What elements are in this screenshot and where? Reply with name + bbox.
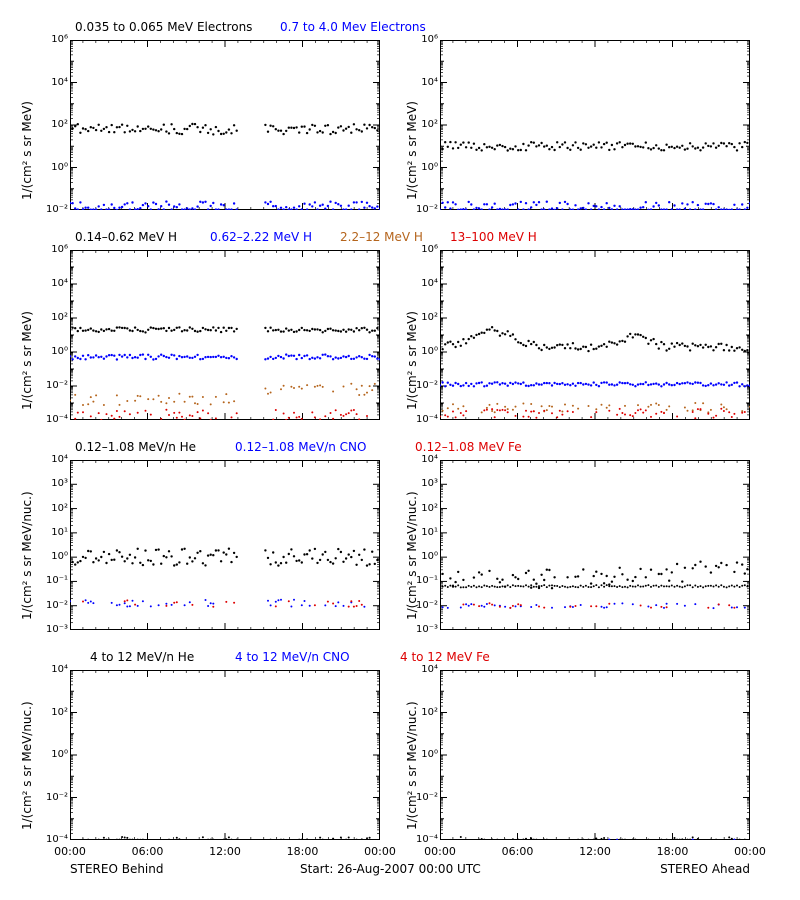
ytick-label: 10⁶ — [408, 244, 438, 255]
ytick-label: 10⁶ — [38, 34, 68, 45]
ytick-label: 10⁻³ — [38, 624, 68, 635]
series-title: 2.2–12 MeV H — [340, 230, 423, 244]
ylabel-left: 1/(cm² s sr MeV/nuc.) — [20, 701, 34, 830]
xtick-label: 06:00 — [132, 845, 164, 858]
ytick-label: 10⁻⁴ — [38, 834, 68, 845]
chart-he-cno-fe-low-right — [440, 460, 750, 630]
ytick-label: 10² — [38, 503, 68, 514]
ytick-label: 10⁰ — [38, 551, 68, 562]
ytick-label: 10⁻² — [38, 380, 68, 391]
panel-electrons-right — [440, 40, 750, 210]
ytick-label: 10⁻³ — [408, 624, 438, 635]
ytick-label: 10⁴ — [408, 77, 438, 88]
series-title: 0.14–0.62 MeV H — [75, 230, 177, 244]
xtick-label: 12:00 — [579, 845, 611, 858]
series-title: 0.035 to 0.065 MeV Electrons — [75, 20, 252, 34]
footer-right: STEREO Ahead — [660, 862, 750, 876]
series-title: 0.12–1.08 MeV/n He — [75, 440, 196, 454]
chart-electrons-left — [70, 40, 380, 210]
xtick-label: 18:00 — [287, 845, 319, 858]
footer-left: STEREO Behind — [70, 862, 164, 876]
ytick-label: 10⁴ — [38, 454, 68, 465]
chart-electrons-right — [440, 40, 750, 210]
ytick-label: 10² — [38, 119, 68, 130]
panel-electrons-left — [70, 40, 380, 210]
ylabel-right: 1/(cm² s sr MeV) — [405, 101, 419, 200]
ylabel-right: 1/(cm² s sr MeV/nuc.) — [405, 491, 419, 620]
panel-he-cno-fe-low-right — [440, 460, 750, 630]
ytick-label: 10⁴ — [38, 278, 68, 289]
ytick-label: 10² — [38, 707, 68, 718]
ytick-label: 10⁻⁴ — [38, 414, 68, 425]
series-title: 13–100 MeV H — [450, 230, 537, 244]
ytick-label: 10⁴ — [408, 664, 438, 675]
series-title: 0.12–1.08 MeV Fe — [415, 440, 522, 454]
xtick-label: 00:00 — [424, 845, 456, 858]
ytick-label: 10³ — [38, 478, 68, 489]
ylabel-right: 1/(cm² s sr MeV/nuc.) — [405, 701, 419, 830]
footer-center: Start: 26-Aug-2007 00:00 UTC — [300, 862, 481, 876]
ytick-label: 10⁰ — [38, 346, 68, 357]
row-title-electrons: 0.035 to 0.065 MeV Electrons 0.7 to 4.0 M… — [0, 20, 800, 38]
xtick-label: 00:00 — [364, 845, 396, 858]
xtick-label: 12:00 — [209, 845, 241, 858]
ytick-label: 10³ — [408, 478, 438, 489]
panel-he-cno-fe-high-right — [440, 670, 750, 840]
ytick-label: 10⁴ — [38, 664, 68, 675]
xtick-label: 00:00 — [734, 845, 766, 858]
ytick-label: 10⁻² — [38, 792, 68, 803]
ytick-label: 10⁰ — [38, 162, 68, 173]
chart-he-cno-fe-low-left — [70, 460, 380, 630]
series-title: 0.7 to 4.0 Mev Electrons — [280, 20, 426, 34]
xtick-label: 18:00 — [657, 845, 689, 858]
xtick-label: 00:00 — [54, 845, 86, 858]
panel-hydrogen-right — [440, 250, 750, 420]
panel-he-cno-fe-high-left — [70, 670, 380, 840]
chart-he-cno-fe-high-right — [440, 670, 750, 840]
ytick-label: 10⁶ — [408, 34, 438, 45]
ytick-label: 10⁻¹ — [38, 575, 68, 586]
ytick-label: 10⁻² — [408, 204, 438, 215]
ylabel-left: 1/(cm² s sr MeV/nuc.) — [20, 491, 34, 620]
ytick-label: 10⁴ — [408, 454, 438, 465]
ytick-label: 10⁻⁴ — [408, 834, 438, 845]
series-title: 4 to 12 MeV/n He — [90, 650, 194, 664]
chart-hydrogen-right — [440, 250, 750, 420]
row-title-he-cno-fe-low: 0.12–1.08 MeV/n He 0.12–1.08 MeV/n CNO 0.1… — [0, 440, 800, 458]
ylabel-right: 1/(cm² s sr MeV) — [405, 311, 419, 410]
ytick-label: 10⁰ — [38, 749, 68, 760]
panel-hydrogen-left — [70, 250, 380, 420]
ytick-label: 10⁻² — [38, 600, 68, 611]
chart-hydrogen-left — [70, 250, 380, 420]
ytick-label: 10⁴ — [408, 278, 438, 289]
ytick-label: 10⁴ — [38, 77, 68, 88]
ytick-label: 10⁻⁴ — [408, 414, 438, 425]
series-title: 0.62–2.22 MeV H — [210, 230, 312, 244]
xtick-label: 06:00 — [502, 845, 534, 858]
series-title: 4 to 12 MeV Fe — [400, 650, 490, 664]
chart-he-cno-fe-high-left — [70, 670, 380, 840]
series-title: 4 to 12 MeV/n CNO — [235, 650, 350, 664]
ytick-label: 10⁶ — [38, 244, 68, 255]
ytick-label: 10¹ — [38, 527, 68, 538]
xaxis-labels-left: 00:0006:0012:0018:0000:00 — [70, 845, 380, 861]
xaxis-labels-right: 00:0006:0012:0018:0000:00 — [440, 845, 750, 861]
series-title: 0.12–1.08 MeV/n CNO — [235, 440, 366, 454]
row-title-he-cno-fe-high: 4 to 12 MeV/n He 4 to 12 MeV/n CNO 4 to 12… — [0, 650, 800, 668]
ylabel-left: 1/(cm² s sr MeV) — [20, 311, 34, 410]
ytick-label: 10⁻² — [38, 204, 68, 215]
panel-he-cno-fe-low-left — [70, 460, 380, 630]
ylabel-left: 1/(cm² s sr MeV) — [20, 101, 34, 200]
row-title-hydrogen: 0.14–0.62 MeV H 0.62–2.22 MeV H 2.2–12 MeV… — [0, 230, 800, 248]
ytick-label: 10² — [38, 312, 68, 323]
